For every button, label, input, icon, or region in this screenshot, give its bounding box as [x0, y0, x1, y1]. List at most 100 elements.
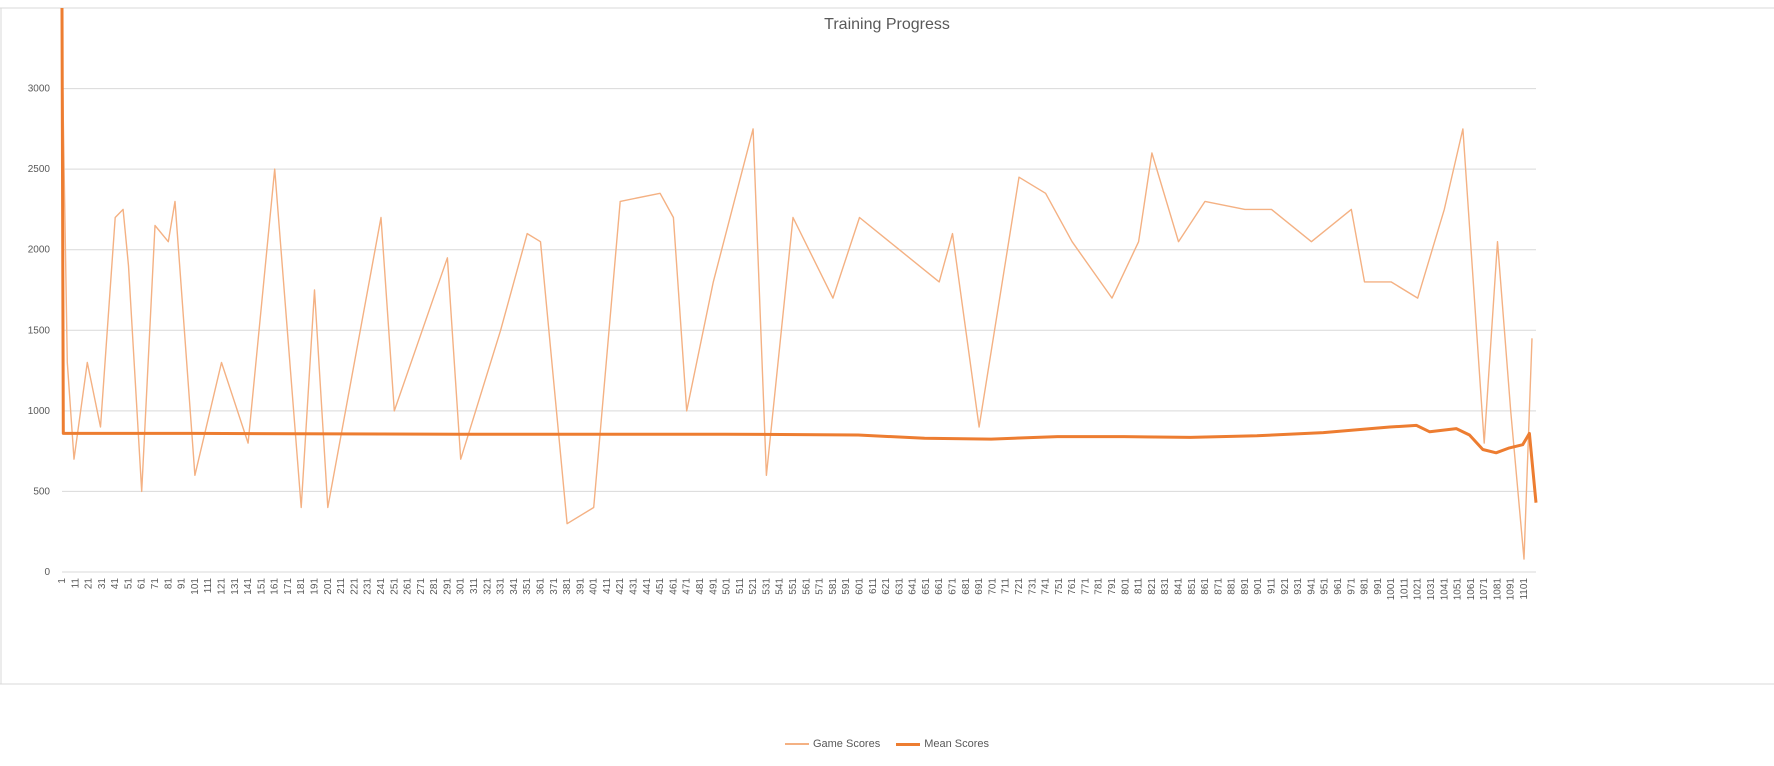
x-tick-label: 491: [708, 578, 719, 595]
x-tick-label: 1031: [1426, 578, 1437, 601]
x-tick-label: 311: [469, 578, 480, 594]
x-tick-label: 251: [389, 578, 400, 595]
x-tick-label: 701: [987, 578, 998, 595]
x-tick-label: 771: [1080, 578, 1091, 595]
x-tick-label: 221: [349, 578, 360, 595]
x-tick-label: 1011: [1399, 578, 1410, 600]
x-tick-label: 1001: [1386, 578, 1397, 601]
y-tick-label: 1000: [28, 406, 51, 417]
x-tick-label: 21: [84, 578, 95, 590]
x-tick-label: 1: [57, 578, 68, 584]
legend-label-game-scores: Game Scores: [812, 738, 881, 750]
x-tick-label: 841: [1173, 578, 1184, 595]
x-tick-label: 521: [748, 578, 759, 595]
x-tick-label: 601: [854, 578, 865, 595]
x-tick-label: 121: [216, 578, 227, 595]
x-tick-label: 541: [775, 578, 786, 595]
legend-swatch-game-scores: [784, 743, 809, 745]
x-tick-label: 261: [403, 578, 414, 595]
x-tick-label: 711: [1001, 578, 1012, 594]
chart-title: Training Progress: [824, 16, 950, 33]
y-tick-label: 2000: [28, 245, 51, 256]
y-tick-label: 0: [44, 567, 50, 578]
x-tick-label: 1061: [1466, 578, 1477, 601]
x-tick-label: 651: [921, 578, 932, 595]
x-tick-label: 471: [682, 578, 693, 595]
x-tick-label: 331: [496, 578, 507, 595]
x-tick-label: 31: [97, 578, 108, 590]
x-tick-label: 391: [575, 578, 586, 595]
x-tick-label: 721: [1014, 578, 1025, 595]
x-tick-label: 321: [482, 578, 493, 595]
legend: Game Scores Mean Scores: [0, 738, 1774, 750]
y-tick-label: 500: [33, 486, 50, 497]
x-tick-label: 301: [456, 578, 467, 595]
series-line-game-scores: [61, 40, 1533, 560]
x-tick-label: 291: [442, 578, 453, 595]
x-tick-label: 411: [602, 578, 613, 594]
y-axis-ticks: 0 500 1000 1500 2000 2500 3000: [28, 84, 51, 578]
x-tick-label: 141: [243, 578, 254, 595]
x-tick-label: 241: [376, 578, 387, 595]
legend-item-mean-scores: Mean Scores: [896, 738, 989, 750]
x-tick-label: 611: [868, 578, 879, 594]
x-tick-label: 991: [1373, 578, 1384, 595]
x-tick-label: 731: [1027, 578, 1038, 595]
y-tick-label: 2500: [28, 164, 51, 175]
x-tick-label: 81: [163, 578, 174, 590]
x-tick-label: 791: [1107, 578, 1118, 595]
x-tick-label: 131: [230, 578, 241, 595]
x-tick-label: 811: [1134, 578, 1145, 594]
x-tick-label: 281: [429, 578, 440, 595]
x-tick-label: 691: [974, 578, 985, 595]
x-tick-label: 231: [363, 578, 374, 595]
x-tick-label: 351: [522, 578, 533, 595]
x-tick-label: 421: [615, 578, 626, 595]
x-tick-label: 501: [722, 578, 733, 595]
x-tick-label: 101: [190, 578, 201, 595]
x-tick-label: 631: [894, 578, 905, 595]
x-tick-label: 1051: [1453, 578, 1464, 601]
x-tick-label: 461: [668, 578, 679, 595]
x-tick-label: 641: [908, 578, 919, 595]
x-tick-label: 161: [270, 578, 281, 595]
x-tick-label: 1041: [1439, 578, 1450, 601]
x-tick-label: 661: [934, 578, 945, 595]
x-tick-label: 1101: [1519, 578, 1530, 600]
x-tick-label: 61: [137, 578, 148, 590]
x-tick-label: 1071: [1479, 578, 1490, 601]
x-tick-label: 741: [1041, 578, 1052, 595]
series-line-mean-scores: [60, 7, 1538, 503]
x-tick-label: 921: [1280, 578, 1291, 595]
x-tick-label: 451: [655, 578, 666, 595]
x-tick-label: 361: [535, 578, 546, 595]
x-tick-label: 201: [323, 578, 334, 595]
x-tick-label: 441: [642, 578, 653, 595]
x-tick-label: 861: [1200, 578, 1211, 595]
x-tick-label: 111: [203, 578, 214, 594]
x-tick-label: 881: [1227, 578, 1238, 595]
x-tick-label: 981: [1360, 578, 1371, 595]
legend-item-game-scores: Game Scores: [784, 738, 881, 750]
x-tick-label: 91: [177, 578, 188, 590]
x-tick-label: 901: [1253, 578, 1264, 595]
x-tick-label: 1081: [1492, 578, 1503, 601]
x-tick-label: 951: [1320, 578, 1331, 595]
x-tick-label: 431: [629, 578, 640, 595]
x-tick-label: 831: [1160, 578, 1171, 595]
x-tick-label: 181: [296, 578, 307, 595]
x-tick-label: 11: [70, 578, 81, 589]
y-tick-label: 3000: [28, 84, 51, 95]
x-tick-label: 571: [815, 578, 826, 595]
x-tick-label: 911: [1267, 578, 1278, 594]
x-tick-label: 581: [828, 578, 839, 595]
x-tick-label: 961: [1333, 578, 1344, 595]
x-tick-label: 211: [336, 578, 347, 594]
series-group: [60, 7, 1538, 560]
x-tick-label: 371: [549, 578, 560, 595]
x-tick-label: 781: [1094, 578, 1105, 595]
x-tick-label: 561: [801, 578, 812, 595]
x-tick-label: 531: [761, 578, 772, 595]
x-tick-label: 341: [509, 578, 520, 595]
